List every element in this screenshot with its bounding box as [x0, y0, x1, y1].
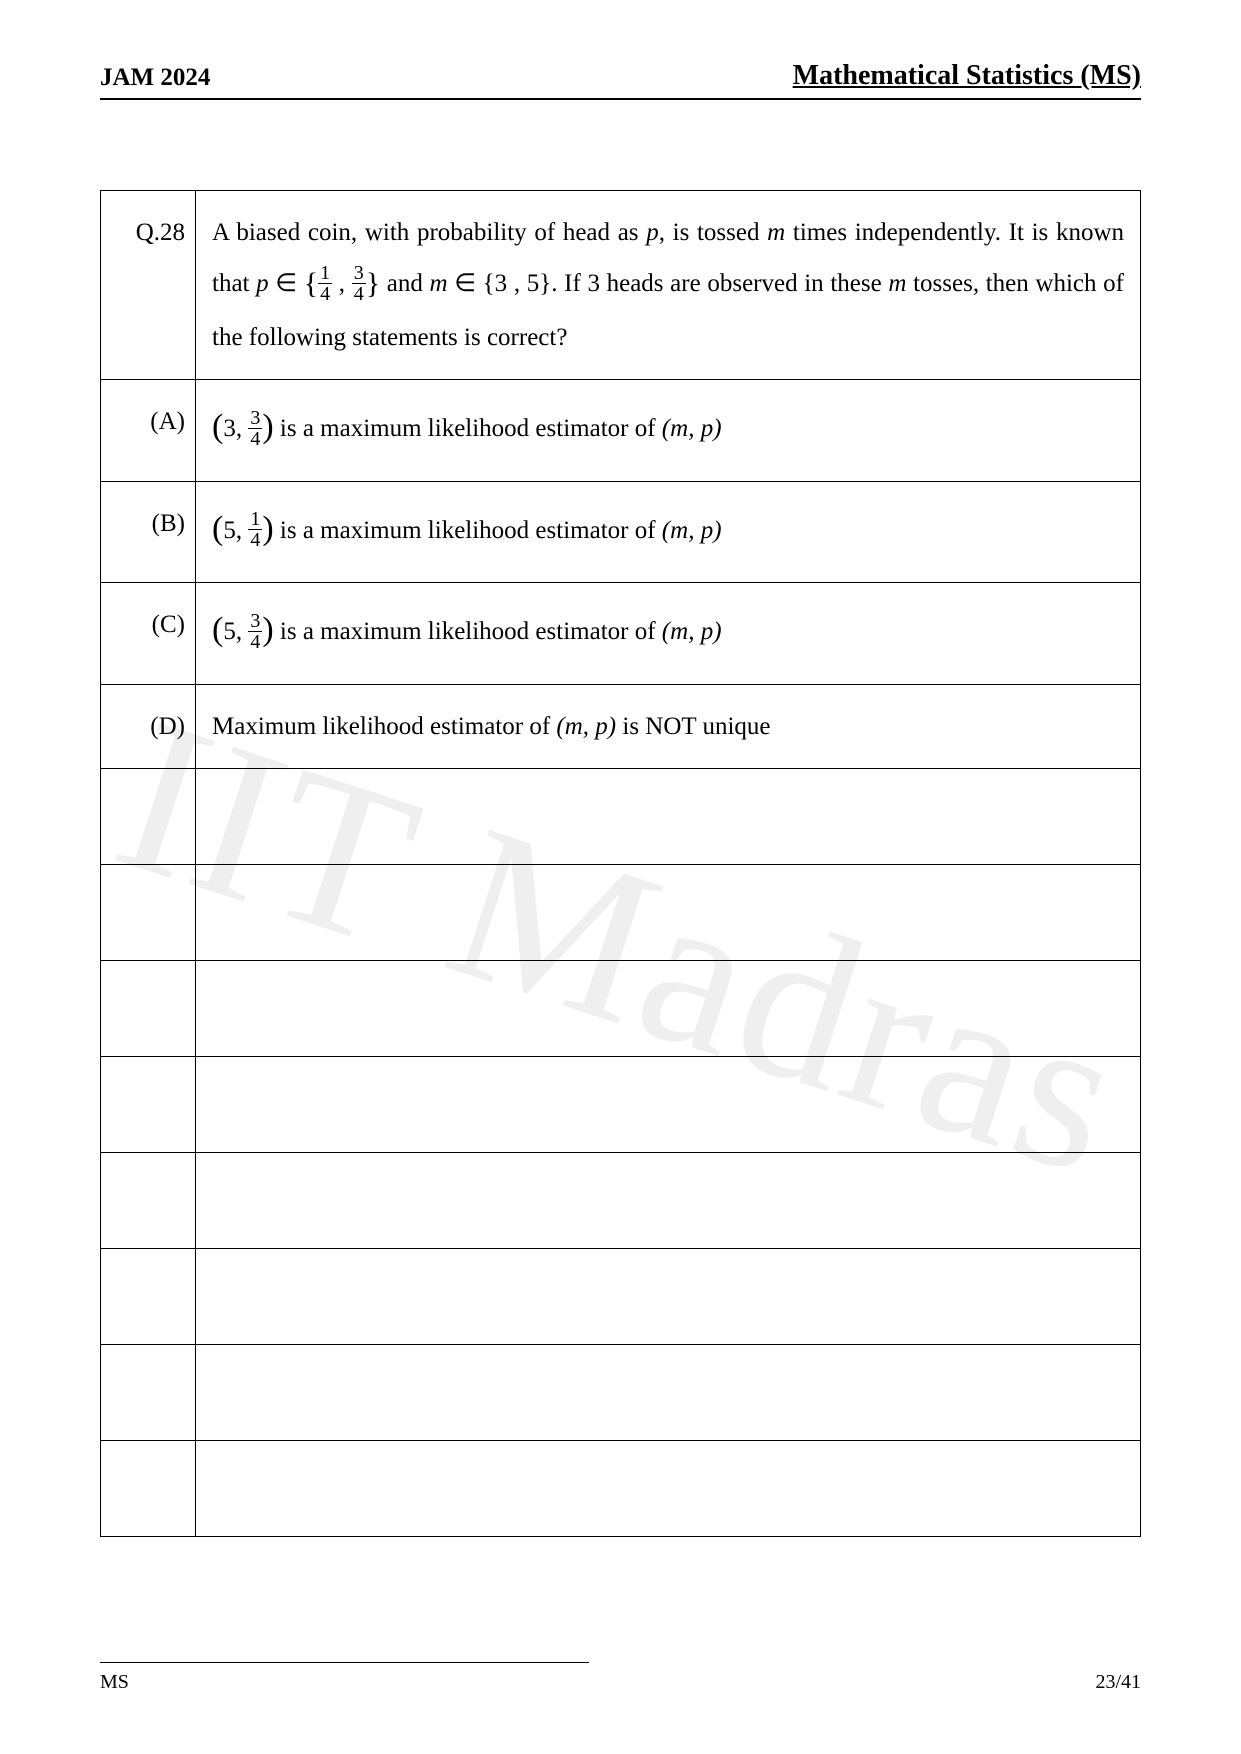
numerator: 1	[248, 509, 262, 529]
option-c-label: (C)	[101, 583, 196, 685]
denominator: 4	[318, 283, 332, 304]
question-number: Q.28	[101, 191, 196, 380]
var-m: m	[767, 219, 785, 246]
question-row: Q.28 A biased coin, with probability of …	[101, 191, 1141, 380]
denominator: 4	[248, 529, 262, 550]
option-a-row: (A) (3, 34) is a maximum likelihood esti…	[101, 380, 1141, 482]
option-d-label: (D)	[101, 684, 196, 769]
question-table: Q.28 A biased coin, with probability of …	[100, 190, 1141, 1537]
option-d-row: (D) Maximum likelihood estimator of (m, …	[101, 684, 1141, 769]
paren-open: (	[212, 510, 223, 547]
brace-close: }	[366, 267, 380, 300]
mp-tuple: (m, p)	[662, 618, 722, 645]
page-header: JAM 2024 Mathematical Statistics (MS)	[100, 60, 1141, 100]
option-text: is a maximum likelihood estimator of	[274, 618, 662, 645]
mp-tuple: (m, p)	[556, 713, 616, 740]
mp-tuple: (m, p)	[662, 415, 722, 442]
stem-text: A biased coin, with probability of head …	[212, 219, 646, 246]
elem-of: ∈	[269, 270, 304, 297]
empty-row	[101, 1249, 1141, 1345]
option-b-content: (5, 14) is a maximum likelihood estimato…	[196, 481, 1141, 583]
option-b-label: (B)	[101, 481, 196, 583]
empty-row	[101, 1057, 1141, 1153]
pair-first: 5	[223, 618, 236, 645]
question-stem: A biased coin, with probability of head …	[196, 191, 1141, 380]
fraction: 34	[248, 408, 262, 449]
empty-row	[101, 769, 1141, 865]
stem-text: ∈ {3 , 5}. If 3 heads are observed in th…	[448, 270, 889, 297]
denominator: 4	[248, 428, 262, 449]
stem-text: , is tossed	[659, 219, 767, 246]
option-b-row: (B) (5, 14) is a maximum likelihood esti…	[101, 481, 1141, 583]
header-left: JAM 2024	[100, 64, 210, 92]
option-text: is a maximum likelihood estimator of	[274, 415, 662, 442]
denominator: 4	[352, 283, 366, 304]
footer-rule	[100, 1662, 589, 1663]
header-right: Mathematical Statistics (MS)	[793, 60, 1141, 92]
stem-text: and	[380, 270, 429, 297]
fraction: 34	[248, 611, 262, 652]
numerator: 3	[248, 611, 262, 631]
option-text: is NOT unique	[616, 713, 770, 740]
var-m: m	[888, 270, 906, 297]
option-c-row: (C) (5, 34) is a maximum likelihood esti…	[101, 583, 1141, 685]
numerator: 3	[248, 408, 262, 428]
paren-open: (	[212, 611, 223, 648]
empty-row	[101, 1441, 1141, 1537]
paren-close: )	[262, 408, 273, 445]
denominator: 4	[248, 631, 262, 652]
fraction: 34	[352, 263, 366, 304]
numerator: 1	[318, 263, 332, 283]
option-d-content: Maximum likelihood estimator of (m, p) i…	[196, 684, 1141, 769]
option-text: is a maximum likelihood estimator of	[274, 517, 662, 544]
paren-open: (	[212, 408, 223, 445]
mp-tuple: (m, p)	[662, 517, 722, 544]
option-c-content: (5, 34) is a maximum likelihood estimato…	[196, 583, 1141, 685]
option-a-content: (3, 34) is a maximum likelihood estimato…	[196, 380, 1141, 482]
var-m: m	[430, 270, 448, 297]
brace-open: {	[304, 267, 318, 300]
pair-first: 3	[223, 415, 236, 442]
paren-close: )	[262, 510, 273, 547]
var-p: p	[256, 270, 269, 297]
pair-first: 5	[223, 517, 236, 544]
empty-row	[101, 961, 1141, 1057]
fraction: 14	[248, 509, 262, 550]
empty-row	[101, 1153, 1141, 1249]
footer-right: 23/41	[1095, 1671, 1141, 1694]
empty-row	[101, 1345, 1141, 1441]
option-a-label: (A)	[101, 380, 196, 482]
empty-row	[101, 865, 1141, 961]
paren-close: )	[262, 611, 273, 648]
numerator: 3	[352, 263, 366, 283]
page-footer: MS 23/41	[100, 1662, 1141, 1694]
var-p: p	[646, 219, 659, 246]
option-text: Maximum likelihood estimator of	[212, 713, 556, 740]
footer-left: MS	[100, 1671, 129, 1694]
fraction: 14	[318, 263, 332, 304]
